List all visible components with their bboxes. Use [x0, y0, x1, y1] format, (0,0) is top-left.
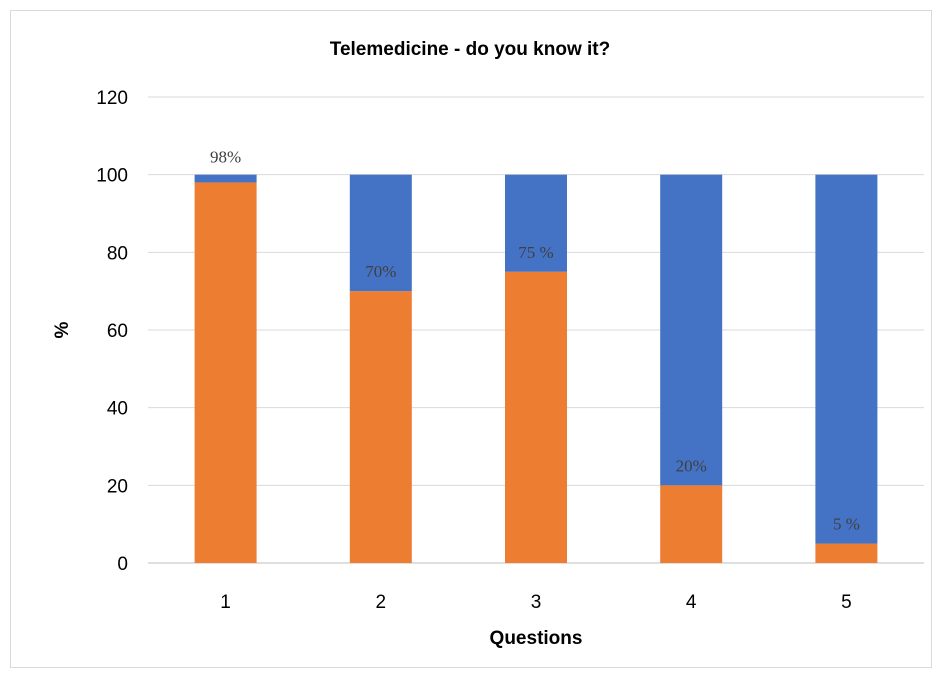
- bar-segment-1-1: [194, 182, 257, 563]
- x-axis-ticks: 1 2 3 4 5: [220, 592, 851, 613]
- bars: [194, 174, 878, 563]
- data-label-4: 20%: [676, 456, 707, 475]
- x-axis-title: Questions: [490, 628, 583, 649]
- bar-segment-2-4: [660, 174, 723, 486]
- y-tick-label: 60: [107, 321, 128, 342]
- data-label-2: 70%: [365, 262, 396, 281]
- x-tick-label: 5: [841, 592, 852, 613]
- chart-border: [10, 10, 932, 668]
- y-tick-label: 40: [107, 399, 128, 420]
- y-tick-label: 120: [96, 88, 128, 109]
- x-tick-label: 4: [686, 592, 697, 613]
- data-label-1: 98%: [210, 148, 241, 167]
- bar-segment-1-5: [815, 543, 878, 563]
- data-label-5: 5 %: [833, 515, 860, 534]
- chart-title: Telemedicine - do you know it?: [330, 39, 610, 60]
- x-tick-label: 1: [220, 592, 231, 613]
- bar-segment-2-2: [349, 174, 412, 292]
- data-labels: 98% 70% 75 % 20% 5 %: [210, 148, 860, 534]
- y-tick-label: 100: [96, 166, 128, 187]
- y-axis-title: %: [52, 321, 73, 338]
- y-axis-ticks: 0 20 40 60 80 100 120: [96, 88, 128, 575]
- x-tick-label: 2: [376, 592, 387, 613]
- x-tick-label: 3: [531, 592, 542, 613]
- bar-segment-1-4: [660, 485, 723, 563]
- y-tick-label: 0: [117, 554, 128, 575]
- y-tick-label: 80: [107, 243, 128, 264]
- bar-segment-2-3: [505, 174, 567, 272]
- bar-segment-1-2: [349, 291, 412, 563]
- data-label-3: 75 %: [518, 243, 553, 262]
- bar-segment-2-1: [194, 174, 257, 183]
- bar-segment-2-5: [815, 174, 878, 544]
- bar-segment-1-3: [505, 271, 567, 563]
- y-tick-label: 20: [107, 476, 128, 497]
